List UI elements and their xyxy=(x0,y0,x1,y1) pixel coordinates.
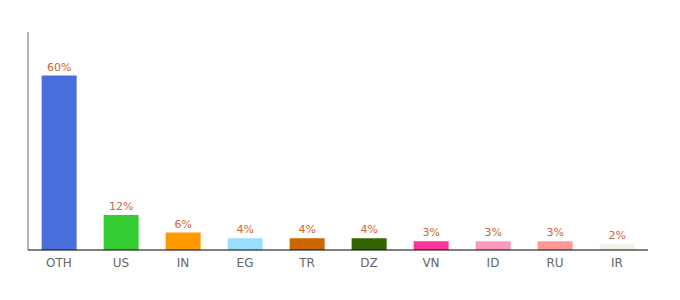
svg-text:12%: 12% xyxy=(109,200,133,213)
svg-text:US: US xyxy=(113,256,129,270)
svg-text:EG: EG xyxy=(237,256,254,270)
svg-text:IN: IN xyxy=(177,256,190,270)
svg-text:IR: IR xyxy=(611,256,623,270)
svg-text:6%: 6% xyxy=(174,218,191,231)
svg-text:TR: TR xyxy=(298,256,315,270)
svg-text:3%: 3% xyxy=(484,226,501,239)
svg-text:3%: 3% xyxy=(546,226,563,239)
svg-text:4%: 4% xyxy=(360,223,377,236)
svg-text:VN: VN xyxy=(422,256,439,270)
svg-text:ID: ID xyxy=(487,256,500,270)
svg-text:3%: 3% xyxy=(422,226,439,239)
svg-text:DZ: DZ xyxy=(360,256,377,270)
svg-text:2%: 2% xyxy=(608,229,625,242)
svg-text:60%: 60% xyxy=(47,61,71,74)
svg-text:4%: 4% xyxy=(236,223,253,236)
svg-text:OTH: OTH xyxy=(46,256,72,270)
svg-text:RU: RU xyxy=(546,256,563,270)
svg-text:4%: 4% xyxy=(298,223,315,236)
